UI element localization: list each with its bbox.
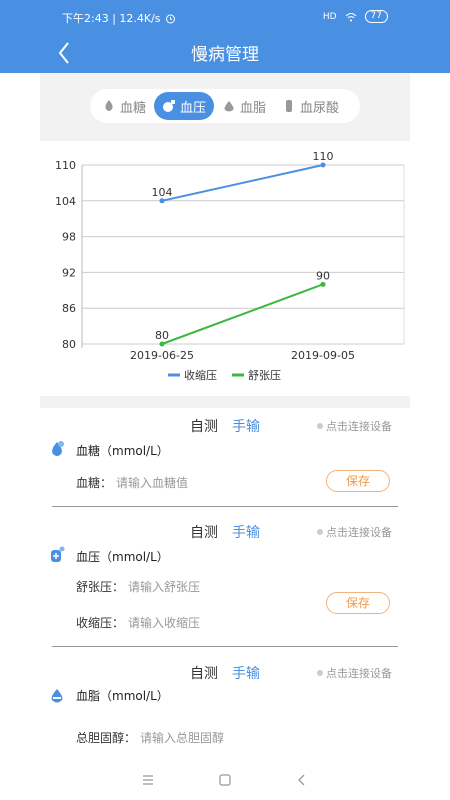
section-separator	[40, 396, 410, 408]
glucose-section: 自测 手输 点击连接设备 血糖（mmol/L） 血糖： 保存	[40, 408, 410, 508]
data-label: 90	[316, 269, 330, 282]
x-tick-label: 2019-09-05	[291, 349, 355, 362]
tab-label: 血尿酸	[300, 100, 340, 116]
metric-tabs: 血糖 血压 血脂 血尿酸	[90, 89, 360, 123]
signal-indicator: HD	[322, 11, 337, 22]
status-right: HD 77	[323, 10, 388, 23]
status-dot-icon	[317, 529, 323, 535]
nav-bar: 慢病管理	[0, 34, 450, 73]
y-tick-label: 98	[62, 231, 76, 244]
data-label: 104	[152, 186, 173, 199]
lipid-section: 自测 手输 点击连接设备 血脂（mmol/L） 总胆固醇：	[40, 655, 410, 755]
pressure-section: 自测 手输 点击连接设备 血压（mmol/L） 舒张压： 保存 收缩压：	[40, 514, 410, 649]
connect-label: 点击连接设备	[326, 667, 392, 680]
blood-pressure-chart: 80 86 92 98 104 110 2019-06-25 2019-09-05 104 110…	[40, 141, 410, 396]
legend-label: 收缩压	[184, 368, 217, 382]
cholesterol-field: 总胆固醇：	[76, 729, 341, 746]
lipid-icon	[224, 101, 234, 112]
divider	[52, 646, 398, 647]
y-tick-label: 110	[55, 159, 76, 172]
tab-pressure[interactable]: 血压	[154, 92, 215, 120]
save-button[interactable]: 保存	[326, 592, 390, 614]
legend-label: 舒张压	[248, 368, 281, 382]
y-tick-label: 80	[62, 338, 76, 351]
y-tick-label: 92	[62, 266, 76, 279]
mode-manual-input[interactable]: 手输	[232, 419, 260, 435]
blood-pressure-icon	[51, 546, 65, 562]
save-button[interactable]: 保存	[326, 470, 390, 492]
pressure-label: 血压（mmol/L）	[76, 550, 169, 564]
home-icon[interactable]	[215, 770, 235, 790]
connect-device-link[interactable]: 点击连接设备	[317, 418, 392, 434]
back-button[interactable]	[52, 38, 76, 68]
connect-label: 点击连接设备	[326, 420, 392, 433]
y-tick-label: 86	[62, 302, 76, 315]
series-line	[161, 283, 324, 345]
lipid-icon	[51, 689, 63, 703]
input-mode-switch: 自测 手输	[190, 522, 260, 542]
data-point	[159, 341, 165, 347]
chevron-left-icon	[58, 42, 69, 64]
mode-self-test[interactable]: 自测	[190, 666, 218, 682]
tab-label: 血脂	[240, 100, 267, 116]
diastolic-input[interactable]	[128, 578, 329, 595]
tab-label: 血压	[180, 100, 207, 116]
mode-manual-input[interactable]: 手输	[232, 666, 260, 682]
mode-self-test[interactable]: 自测	[190, 525, 218, 541]
tab-glucose[interactable]: 血糖	[94, 92, 154, 120]
field-label: 总胆固醇：	[76, 731, 137, 745]
status-left: 下午2:43 | 12.4K/s	[62, 10, 176, 26]
menu-icon[interactable]	[138, 770, 158, 790]
mode-manual-input[interactable]: 手输	[232, 525, 260, 541]
blood-pressure-icon	[163, 100, 176, 112]
field-label: 血糖：	[76, 476, 113, 490]
page-title: 慢病管理	[191, 45, 259, 65]
field-label: 舒张压：	[76, 580, 125, 594]
uric-acid-icon	[286, 100, 293, 112]
back-icon[interactable]	[292, 770, 312, 790]
glucose-label: 血糖（mmol/L）	[76, 444, 169, 458]
x-tick-label: 2019-06-25	[130, 349, 194, 362]
field-label: 收缩压：	[76, 616, 125, 630]
systolic-input[interactable]	[128, 614, 329, 631]
series-line	[161, 164, 324, 202]
systolic-field: 收缩压：	[76, 614, 329, 631]
input-mode-switch: 自测 手输	[190, 663, 260, 683]
status-time: 下午2:43 | 12.4K/s	[62, 12, 161, 25]
diastolic-field: 舒张压：	[76, 578, 329, 595]
connect-device-link[interactable]: 点击连接设备	[317, 524, 392, 540]
glucose-input[interactable]	[116, 474, 317, 491]
y-tick-label: 104	[55, 195, 76, 208]
cholesterol-input[interactable]	[140, 729, 341, 746]
data-label: 110	[313, 150, 334, 163]
tab-area: 血糖 血压 血脂 血尿酸	[40, 73, 410, 141]
wifi-icon	[345, 12, 356, 21]
chart-canvas: 80 86 92 98 104 110 2019-06-25 2019-09-05 104 110…	[55, 150, 405, 382]
lipid-label: 血脂（mmol/L）	[76, 689, 169, 703]
connect-label: 点击连接设备	[326, 526, 392, 539]
tab-label: 血糖	[120, 100, 147, 116]
mode-self-test[interactable]: 自测	[190, 419, 218, 435]
data-point	[320, 162, 326, 168]
glucose-icon	[52, 441, 64, 456]
tab-uric-acid[interactable]: 血尿酸	[274, 92, 347, 120]
tab-lipid[interactable]: 血脂	[214, 92, 274, 120]
data-point	[320, 281, 326, 287]
system-nav-bar	[40, 760, 410, 800]
data-label: 80	[155, 329, 169, 342]
status-dot-icon	[317, 423, 323, 429]
divider	[52, 506, 398, 507]
status-dot-icon	[317, 670, 323, 676]
battery-indicator: 77	[364, 10, 388, 23]
app-header: 下午2:43 | 12.4K/s HD 77 慢病管理	[0, 0, 450, 73]
alarm-icon	[165, 14, 175, 23]
status-bar: 下午2:43 | 12.4K/s HD 77	[0, 0, 450, 34]
data-point	[159, 198, 165, 204]
glucose-field: 血糖：	[76, 474, 317, 491]
blood-drop-icon	[105, 100, 113, 111]
connect-device-link[interactable]: 点击连接设备	[317, 665, 392, 681]
input-mode-switch: 自测 手输	[190, 416, 260, 436]
